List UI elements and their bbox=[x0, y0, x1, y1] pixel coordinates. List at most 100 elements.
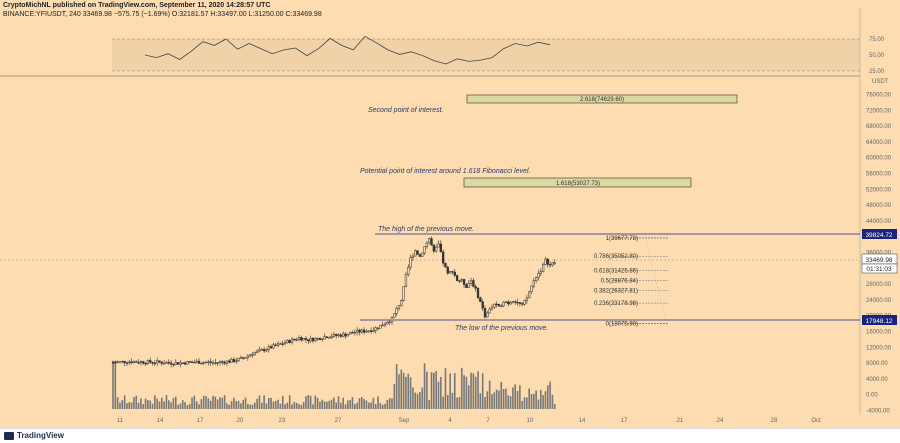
volume-bar bbox=[349, 400, 351, 409]
candle-body bbox=[195, 360, 198, 363]
candle-body bbox=[397, 305, 401, 309]
volume-bar bbox=[128, 402, 131, 409]
candle-body bbox=[209, 361, 212, 363]
volume-bar bbox=[426, 371, 428, 409]
candle-body bbox=[525, 297, 529, 301]
candle-body bbox=[300, 337, 303, 341]
candle-body bbox=[425, 242, 429, 247]
volume-bar bbox=[549, 381, 551, 409]
fib-label: 0.382(26327.81) bbox=[594, 289, 638, 295]
volume-bar bbox=[135, 395, 138, 409]
volume-bar bbox=[319, 401, 321, 409]
volume-bar bbox=[416, 393, 419, 409]
candle-body bbox=[114, 362, 117, 364]
candle-body bbox=[202, 362, 205, 364]
candle-body bbox=[246, 355, 249, 358]
candle-body bbox=[309, 338, 312, 342]
candle-body bbox=[290, 338, 294, 343]
volume-bar bbox=[505, 388, 507, 409]
candle-body bbox=[446, 266, 449, 274]
candle-body bbox=[483, 308, 487, 318]
candle-body bbox=[316, 338, 319, 340]
candle-body bbox=[544, 258, 547, 265]
candle-body bbox=[400, 300, 403, 306]
volume-bar bbox=[367, 402, 370, 409]
volume-bar bbox=[293, 401, 296, 409]
volume-bar bbox=[470, 372, 472, 409]
candle-body bbox=[267, 346, 270, 350]
volume-bar bbox=[395, 364, 398, 409]
volume-bar bbox=[540, 389, 542, 409]
tradingview-logo[interactable]: TradingView bbox=[4, 431, 64, 440]
fib-box-1618[interactable] bbox=[463, 177, 692, 188]
candle-body bbox=[151, 362, 154, 364]
price-chart[interactable]: 75.00 50.00 25.00 USDT 2.618(74629.60) 1… bbox=[0, 0, 900, 429]
volume-bar bbox=[126, 403, 128, 409]
volume-bar bbox=[226, 403, 228, 409]
candle-body bbox=[455, 275, 459, 281]
fib-box-2618[interactable] bbox=[466, 94, 738, 104]
volume-bar bbox=[174, 396, 177, 409]
volume-bar bbox=[177, 404, 179, 409]
candle-body bbox=[207, 361, 210, 363]
volume-bar bbox=[214, 396, 217, 409]
volume-bar bbox=[237, 400, 240, 409]
candle-body bbox=[321, 338, 324, 341]
volume-bar bbox=[258, 395, 261, 409]
candle-body bbox=[239, 357, 243, 359]
candle-body bbox=[383, 323, 387, 326]
volume-bar bbox=[449, 373, 451, 409]
fib-retracement[interactable]: 1(39677.78) 0.786(35052.80) 0.618(31425.86… bbox=[594, 236, 668, 327]
candle-body bbox=[181, 362, 184, 364]
volume-bar bbox=[212, 395, 214, 409]
volume-bar bbox=[519, 385, 521, 409]
time-tick: 11 bbox=[117, 418, 124, 424]
volume-bar bbox=[384, 403, 386, 409]
candle-body bbox=[388, 321, 391, 323]
price-tick: 8000.00 bbox=[866, 361, 888, 367]
candle-body bbox=[325, 336, 329, 338]
volume-bar bbox=[537, 399, 540, 409]
volume-bar bbox=[279, 403, 282, 409]
candle-body bbox=[216, 362, 219, 364]
volume-bar bbox=[530, 393, 533, 409]
candle-body bbox=[437, 243, 440, 248]
volume-bar bbox=[342, 397, 344, 409]
price-axis: 76000.00 72000.00 68000.00 64000.00 60000.00… bbox=[866, 93, 892, 415]
volume-bar bbox=[305, 396, 307, 409]
rsi-band bbox=[112, 39, 860, 71]
candle-body bbox=[214, 362, 217, 364]
volume-bar bbox=[372, 397, 375, 409]
candle-body bbox=[188, 361, 191, 363]
candle-body bbox=[423, 246, 426, 254]
candle-body bbox=[507, 301, 510, 305]
candle-body bbox=[365, 331, 368, 333]
volume-bars bbox=[112, 361, 556, 409]
volume-bar bbox=[223, 395, 226, 409]
candle-body bbox=[337, 334, 340, 336]
price-tick: 48000.00 bbox=[866, 203, 892, 209]
candle-body bbox=[228, 360, 231, 363]
volume-bar bbox=[377, 396, 379, 409]
volume-bar bbox=[309, 395, 312, 409]
volume-bar bbox=[407, 373, 410, 409]
volume-bar bbox=[521, 400, 523, 409]
volume-bar bbox=[133, 397, 135, 409]
volume-bar bbox=[140, 398, 142, 409]
candle-body bbox=[469, 280, 473, 284]
volume-bar bbox=[465, 376, 468, 409]
candle-body bbox=[174, 362, 177, 365]
candle-body bbox=[235, 360, 238, 363]
price-tick: 44000.00 bbox=[866, 219, 892, 225]
candle-body bbox=[546, 258, 549, 265]
time-tick: 7 bbox=[486, 418, 490, 424]
price-tick: 76000.00 bbox=[866, 93, 892, 99]
volume-bar bbox=[270, 397, 272, 409]
candle-body bbox=[404, 274, 408, 287]
candle-body bbox=[535, 277, 538, 281]
candle-body bbox=[167, 362, 170, 364]
volume-bar bbox=[144, 398, 147, 409]
volume-bar bbox=[472, 373, 475, 409]
volume-bar bbox=[405, 376, 407, 409]
volume-bar bbox=[535, 390, 537, 409]
